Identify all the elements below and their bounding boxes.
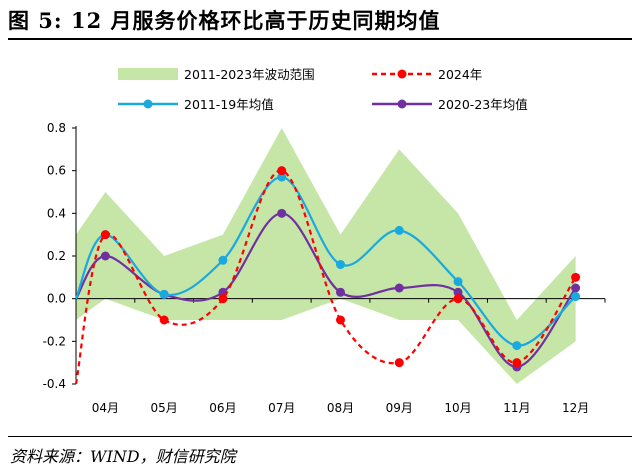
x-tick-label: 10月	[444, 401, 471, 415]
y-tick-label: 0.6	[47, 164, 66, 178]
range-band-layer	[76, 128, 576, 384]
legend-marker	[397, 99, 407, 109]
legend-label: 2024年	[438, 67, 482, 82]
legend-item: 2011-2023年波动范围	[118, 67, 315, 82]
series-point	[571, 292, 581, 302]
x-tick-label: 09月	[386, 401, 413, 415]
series-line	[74, 169, 577, 385]
series-point	[336, 315, 345, 325]
y-tick-label: 0.2	[47, 249, 66, 263]
y-tick-label: -0.2	[43, 334, 66, 348]
figure-source: 资料来源：WIND，财信研究院	[10, 447, 236, 466]
series-line	[74, 175, 577, 347]
series-point	[277, 172, 287, 182]
y-tick-label: 0.8	[47, 121, 66, 135]
legend-label: 2011-19年均值	[184, 97, 274, 112]
legend-marker	[397, 69, 407, 79]
axis-layer: -0.4 -0.2 0.0 0.2 0.4 0.6 0.8 04月 05月 06月 07月 08月 09…	[43, 121, 606, 415]
x-tick-label: 11月	[503, 401, 530, 415]
title-rule	[8, 38, 632, 40]
series-point	[394, 283, 404, 293]
legend-label: 2020-23年均值	[438, 97, 528, 112]
series-point	[512, 358, 522, 368]
series-point	[159, 315, 169, 325]
legend-item: 2024年	[372, 67, 482, 82]
legend-label: 2011-2023年波动范围	[184, 67, 315, 82]
series-line	[75, 212, 577, 369]
y-tick-label: -0.4	[43, 377, 66, 391]
series-point	[277, 166, 287, 176]
series-point	[336, 260, 345, 270]
series-point	[453, 277, 463, 287]
series-point	[571, 283, 581, 293]
legend-item: 2020-23年均值	[372, 97, 528, 112]
series-point	[100, 251, 110, 261]
series-point	[453, 294, 463, 304]
series-layer	[74, 166, 581, 385]
series-point	[218, 294, 228, 304]
source-rule	[8, 436, 632, 437]
series-point	[277, 208, 287, 218]
x-tick-label: 06月	[209, 401, 236, 415]
series-1	[74, 172, 581, 351]
x-tick-label: 05月	[151, 401, 178, 415]
x-tick-label: 12月	[562, 401, 589, 415]
series-point	[512, 341, 522, 351]
x-tick-label: 07月	[268, 401, 295, 415]
series-point	[218, 255, 228, 265]
series-point	[336, 287, 345, 297]
y-tick-label: 0.4	[47, 206, 66, 220]
series-2	[75, 208, 581, 372]
y-tick-label: 0.0	[47, 292, 66, 306]
figure-title: 图 5: 12 月服务价格环比高于历史同期均值	[8, 8, 441, 33]
series-0	[74, 166, 581, 385]
legend-swatch	[118, 68, 178, 80]
legend-item: 2011-19年均值	[118, 97, 274, 112]
series-point	[159, 289, 169, 299]
series-point	[394, 358, 404, 368]
x-tick-label: 08月	[327, 401, 354, 415]
legend: 2011-2023年波动范围 2024年 2011-19年均值 2020-23年均值	[118, 67, 528, 112]
series-point	[100, 230, 110, 240]
legend-marker	[143, 99, 153, 109]
range-band	[76, 128, 576, 384]
series-point	[571, 272, 581, 282]
series-point	[453, 287, 463, 297]
series-point	[394, 225, 404, 235]
x-tick-label: 04月	[92, 401, 119, 415]
